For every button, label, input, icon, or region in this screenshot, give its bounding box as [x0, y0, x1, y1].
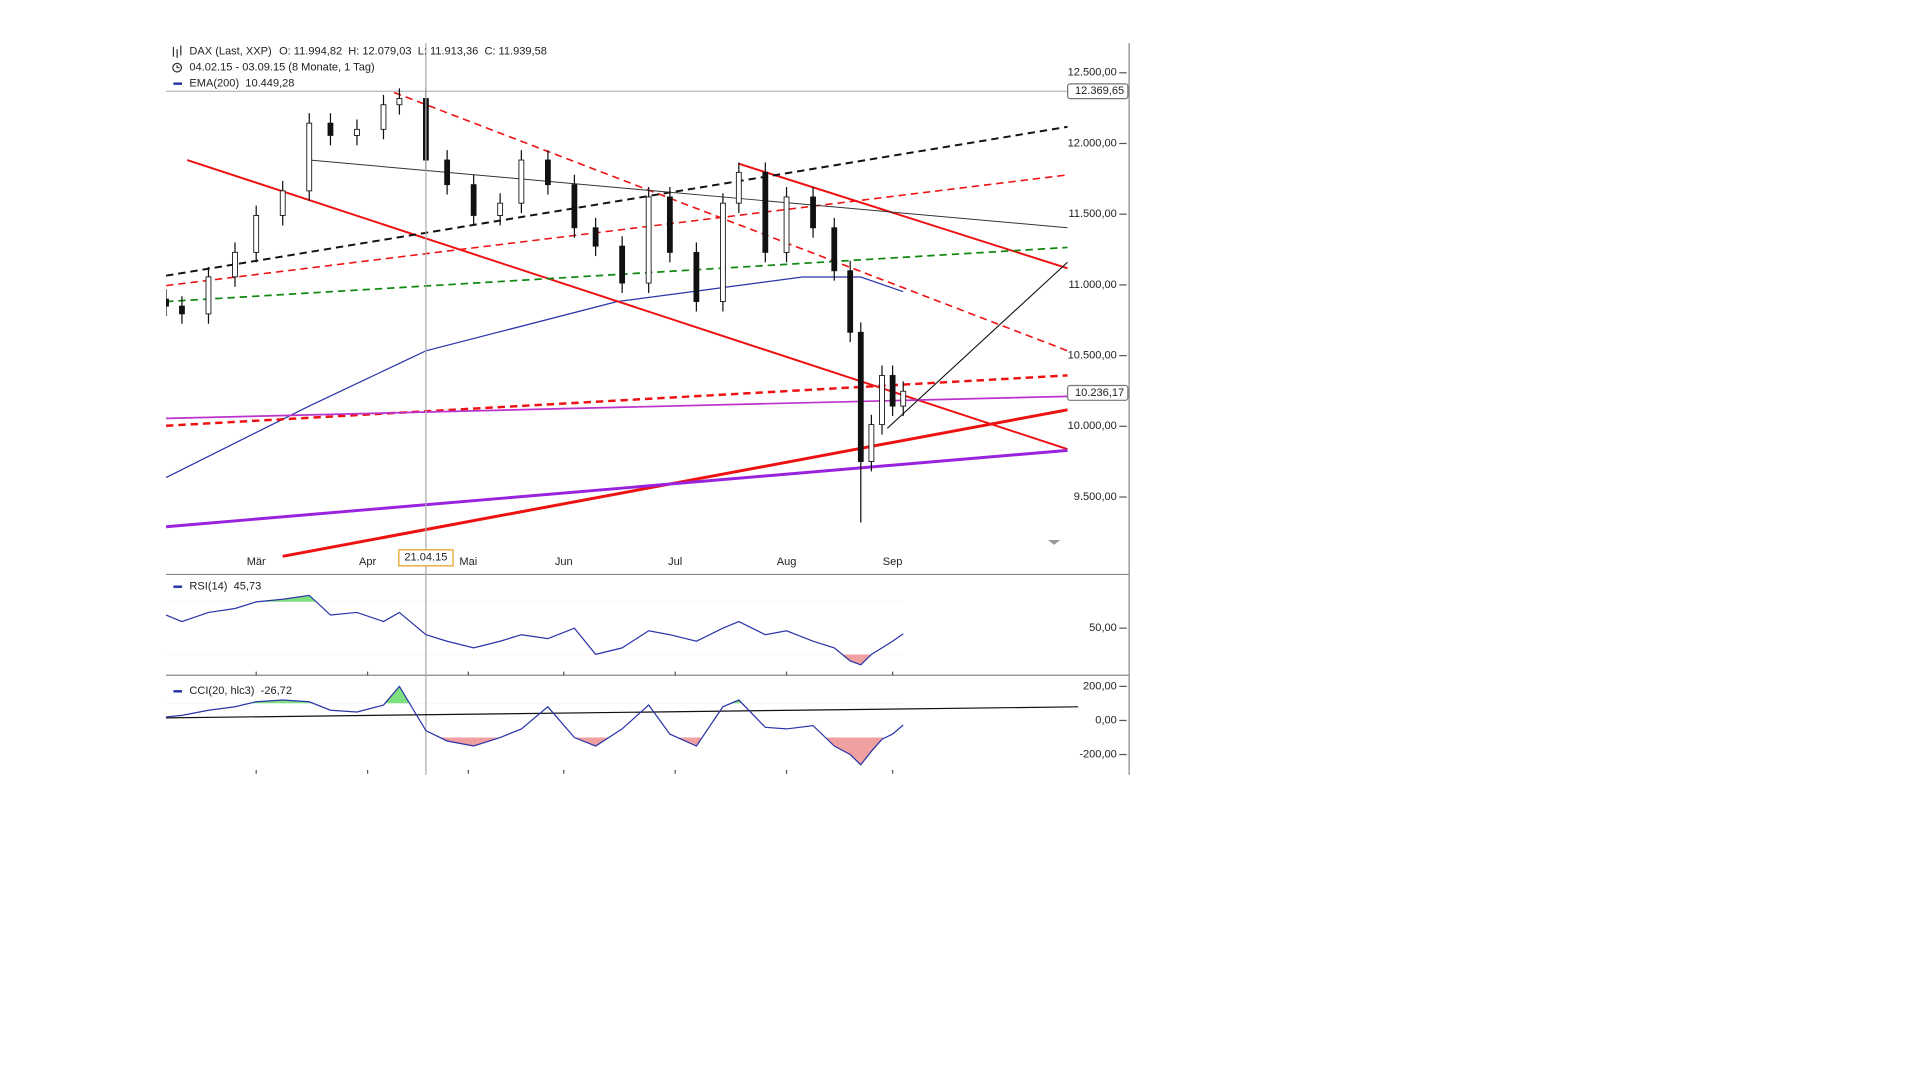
- y-tick-label: 11.000,00: [1068, 279, 1116, 291]
- candle-body: [497, 202, 504, 216]
- y-tick-label: 10.000,00: [1068, 420, 1117, 432]
- indicator-line: [165, 685, 904, 766]
- trend-line: [166, 125, 1068, 277]
- y-tick-label: 12.000,00: [1068, 137, 1117, 149]
- candle-body: [396, 98, 403, 106]
- oversold-fill: [166, 737, 904, 765]
- candle-body: [693, 251, 700, 303]
- chart-title: DAX (Last, XXP): [189, 46, 271, 58]
- indicator-name: RSI(14): [189, 581, 227, 593]
- candle-body: [879, 374, 885, 426]
- indicator-line: [165, 594, 904, 666]
- ohlc-label: H: 12.079,03: [348, 46, 411, 58]
- trend-line: [738, 162, 1068, 270]
- candle-body: [179, 305, 185, 315]
- candle-body: [205, 276, 212, 315]
- candle-body: [166, 298, 169, 307]
- price-marker-box: [1067, 83, 1129, 100]
- indicator-value: 45,73: [234, 581, 262, 593]
- x-tick-label: Mai: [459, 556, 477, 568]
- candle-body: [232, 251, 238, 278]
- price-plot: [166, 88, 1068, 558]
- overlay-name: EMA(200): [189, 78, 239, 90]
- y-tick-label: 12.500,00: [1068, 67, 1117, 79]
- trend-line: [393, 91, 1068, 352]
- x-tick-label: Apr: [359, 556, 377, 568]
- candle-body: [847, 270, 854, 333]
- candle-body: [619, 245, 626, 284]
- indicator-value: -26,72: [261, 685, 292, 697]
- y-tick-label: 200,00: [1083, 680, 1117, 692]
- candle-body: [720, 202, 726, 303]
- trend-line: [186, 159, 1068, 451]
- candle-body: [327, 122, 334, 136]
- trend-line: [886, 261, 1068, 429]
- candle-body: [279, 190, 286, 216]
- trend-line: [166, 174, 1068, 287]
- candle-body: [810, 196, 816, 229]
- ohlc-label: O: 11.994,82: [279, 46, 342, 58]
- y-tick-label: 50,00: [1089, 622, 1117, 634]
- candle-body: [831, 227, 838, 272]
- y-tick-label: 9.500,00: [1074, 491, 1117, 503]
- candle-body: [444, 159, 451, 186]
- trend-line: [166, 246, 1068, 303]
- trend-line: [166, 374, 1068, 427]
- price-marker-label: 10.236,17: [1075, 387, 1124, 399]
- clock-icon: [172, 62, 183, 73]
- cursor-label-box: [398, 549, 454, 567]
- trend-line: [309, 159, 1068, 229]
- x-tick-label: Aug: [777, 556, 797, 568]
- price-marker-box: [1067, 384, 1129, 401]
- cursor-label: 21.04.15: [404, 552, 447, 564]
- trend-line: [166, 395, 1068, 420]
- candle-body: [762, 171, 769, 253]
- candle-body: [735, 171, 742, 204]
- candle-body: [783, 196, 790, 253]
- x-tick-label: Sep: [883, 556, 903, 568]
- candle-body: [253, 215, 260, 253]
- scroll-icon: [1047, 540, 1061, 545]
- candle-body: [666, 196, 673, 253]
- y-tick-label: -200,00: [1079, 748, 1116, 760]
- trend-line: [166, 448, 1068, 529]
- trend-line: [166, 706, 1079, 719]
- candle-body: [306, 122, 313, 192]
- chart-icon: [172, 45, 182, 58]
- candle-body: [889, 374, 896, 407]
- subtitle: 04.02.15 - 03.09.15 (8 Monate, 1 Tag): [189, 62, 374, 74]
- candle-body: [857, 331, 864, 462]
- x-tick-label: Mär: [247, 556, 266, 568]
- overlay-value: 10.449,28: [245, 78, 294, 90]
- x-tick-label: Jun: [555, 556, 573, 568]
- candle-body: [380, 104, 387, 130]
- ema-line: [166, 276, 904, 479]
- candle-body: [868, 424, 875, 462]
- candle-body: [354, 128, 360, 136]
- candle-body: [571, 184, 578, 229]
- candle-body: [645, 196, 652, 284]
- ohlc-label: C: 11.939,58: [484, 46, 546, 58]
- ohlc-label: L: 11.913,36: [418, 46, 479, 58]
- y-tick-label: 0,00: [1095, 714, 1117, 726]
- y-tick-label: 10.500,00: [1068, 350, 1117, 362]
- candle-body: [592, 227, 599, 247]
- overbought-fill: [249, 686, 743, 704]
- oversold-fill: [166, 654, 904, 665]
- candle-body: [470, 184, 477, 216]
- candle-body: [900, 390, 907, 407]
- price-marker-label: 12.369,65: [1075, 85, 1124, 97]
- candle-body: [545, 159, 551, 186]
- overbought-fill: [256, 595, 317, 602]
- indicator-name: CCI(20, hlc3): [189, 685, 254, 697]
- x-tick-label: Jul: [668, 556, 682, 568]
- y-tick-label: 11.500,00: [1068, 208, 1116, 220]
- candle-body: [518, 159, 525, 204]
